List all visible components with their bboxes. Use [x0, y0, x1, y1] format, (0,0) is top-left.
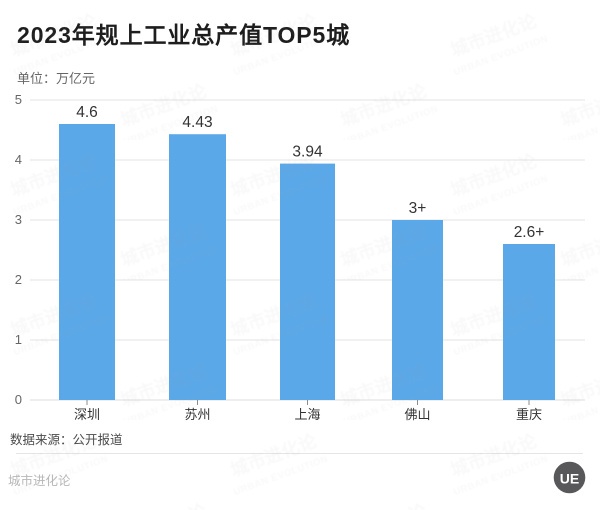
svg-text:UE: UE [560, 471, 579, 487]
svg-text:佛山: 佛山 [404, 407, 430, 422]
svg-text:1: 1 [15, 332, 22, 347]
svg-text:4: 4 [15, 152, 22, 167]
svg-text:3: 3 [15, 212, 22, 227]
svg-text:重庆: 重庆 [516, 407, 542, 422]
svg-text:深圳: 深圳 [74, 407, 100, 422]
svg-text:2: 2 [15, 272, 22, 287]
svg-text:0: 0 [15, 392, 22, 407]
svg-text:5: 5 [15, 92, 22, 107]
svg-text:3+: 3+ [409, 200, 427, 217]
svg-text:2.6+: 2.6+ [514, 224, 545, 241]
svg-text:上海: 上海 [294, 407, 320, 422]
svg-text:4.6: 4.6 [76, 104, 98, 121]
svg-text:3.94: 3.94 [292, 144, 323, 161]
svg-text:苏州: 苏州 [184, 407, 210, 422]
svg-text:4.43: 4.43 [182, 114, 212, 131]
